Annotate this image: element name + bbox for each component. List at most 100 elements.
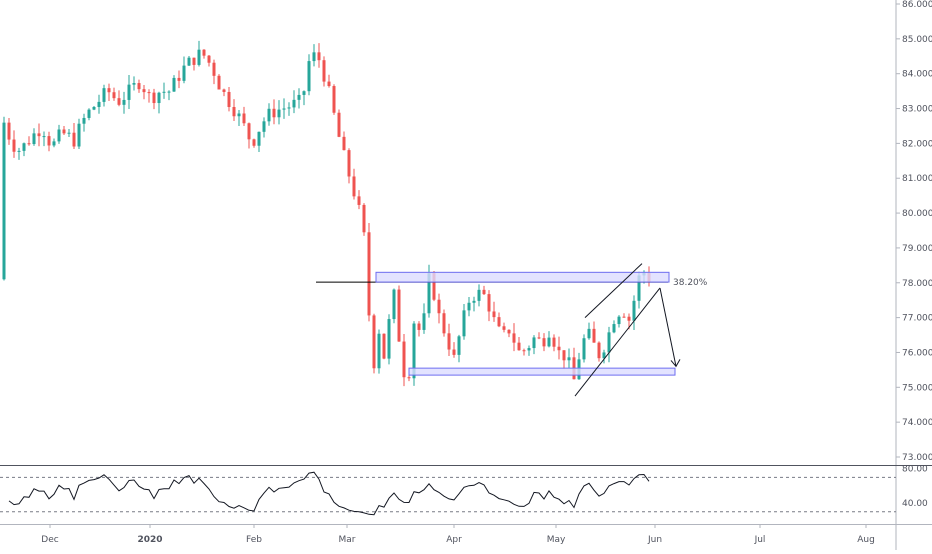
candle-body bbox=[402, 341, 406, 378]
candle-body bbox=[477, 289, 481, 301]
candle-body bbox=[142, 89, 146, 93]
candle-body bbox=[332, 86, 336, 113]
candle-body bbox=[357, 196, 361, 205]
candle-body bbox=[412, 323, 416, 379]
rsi-line bbox=[8, 471, 650, 516]
candle-body bbox=[622, 316, 626, 318]
candles bbox=[2, 40, 651, 387]
candle-body bbox=[182, 65, 186, 81]
candle-body bbox=[557, 346, 561, 351]
y-tick-label: 85.000 bbox=[902, 35, 932, 45]
y-tick-label: 86.000 bbox=[902, 0, 932, 10]
candle-body bbox=[257, 131, 261, 146]
candle-body bbox=[442, 313, 446, 334]
candle-body bbox=[212, 62, 216, 76]
candle-body bbox=[237, 113, 241, 117]
candle-body bbox=[52, 141, 56, 146]
candle-body bbox=[27, 143, 31, 145]
candle-body bbox=[312, 52, 316, 62]
candle-body bbox=[382, 333, 386, 359]
x-tick-label: Aug bbox=[857, 535, 875, 545]
candle-body bbox=[627, 316, 631, 321]
candle-body bbox=[187, 57, 191, 66]
candle-body bbox=[292, 99, 296, 108]
candle-body bbox=[347, 150, 351, 177]
candle-body bbox=[87, 109, 91, 118]
candle-body bbox=[147, 92, 151, 94]
x-tick-label: Feb bbox=[246, 535, 262, 545]
candle-body bbox=[302, 91, 306, 95]
candle-body bbox=[377, 333, 381, 369]
candle-body bbox=[452, 349, 456, 355]
candle-body bbox=[502, 326, 506, 330]
fib-label: 38.20% bbox=[673, 278, 708, 288]
candle-body bbox=[137, 83, 141, 90]
candle-body bbox=[562, 350, 566, 361]
candle-body bbox=[407, 377, 411, 379]
candle-body bbox=[207, 55, 211, 63]
candle-body bbox=[277, 109, 281, 118]
candle-body bbox=[122, 99, 126, 105]
candle-body bbox=[587, 328, 591, 339]
candle-body bbox=[112, 92, 116, 99]
candle-body bbox=[102, 88, 106, 102]
candle-body bbox=[217, 75, 221, 90]
candle-body bbox=[487, 294, 491, 312]
candle-body bbox=[62, 129, 66, 134]
candle-body bbox=[457, 336, 461, 355]
candle-body bbox=[522, 350, 526, 352]
candle-body bbox=[447, 333, 451, 350]
candle-body bbox=[82, 117, 86, 124]
candle-body bbox=[482, 289, 486, 295]
candle-body bbox=[107, 88, 111, 93]
x-tick-label: May bbox=[547, 535, 566, 545]
channel-upper-line bbox=[584, 263, 643, 318]
x-tick-label: 2020 bbox=[137, 535, 162, 545]
candle-body bbox=[197, 49, 201, 65]
candle-body bbox=[567, 357, 571, 361]
candle-body bbox=[367, 232, 371, 316]
candle-body bbox=[437, 299, 441, 314]
candle-body bbox=[612, 324, 616, 333]
candle-body bbox=[77, 123, 81, 147]
candle-body bbox=[432, 273, 436, 300]
candle-body bbox=[372, 315, 376, 369]
candle-body bbox=[267, 108, 271, 122]
candle-body bbox=[202, 49, 206, 56]
candle-body bbox=[617, 316, 621, 325]
candle-body bbox=[467, 302, 471, 311]
candle-body bbox=[127, 84, 131, 100]
y-tick-label: 79.000 bbox=[902, 244, 932, 254]
y-tick-label: 75.000 bbox=[902, 383, 932, 393]
candle-body bbox=[637, 275, 641, 301]
candle-body bbox=[7, 122, 11, 140]
candle-body bbox=[232, 107, 236, 117]
candle-body bbox=[12, 139, 16, 152]
candle-body bbox=[552, 337, 556, 347]
candle-body bbox=[57, 129, 61, 142]
candle-body bbox=[282, 108, 286, 110]
candle-body bbox=[132, 83, 136, 85]
candle-body bbox=[422, 313, 426, 330]
candle-body bbox=[272, 108, 276, 118]
candle-body bbox=[342, 136, 346, 151]
candle-body bbox=[497, 317, 501, 327]
y-tick-label: 84.000 bbox=[902, 70, 932, 80]
candle-body bbox=[317, 52, 321, 61]
candle-body bbox=[177, 77, 181, 81]
candle-body bbox=[252, 139, 256, 146]
candle-body bbox=[512, 333, 516, 343]
x-tick-label: Dec bbox=[41, 535, 58, 545]
support-zone bbox=[408, 367, 676, 376]
projection-arrow-line bbox=[659, 287, 677, 367]
candle-body bbox=[222, 89, 226, 92]
candle-body bbox=[157, 92, 161, 104]
candle-body bbox=[47, 136, 51, 146]
candle-body bbox=[192, 57, 196, 65]
candle-body bbox=[517, 342, 521, 351]
candle-body bbox=[607, 332, 611, 353]
candle-body bbox=[37, 133, 41, 137]
candle-body bbox=[462, 310, 466, 337]
